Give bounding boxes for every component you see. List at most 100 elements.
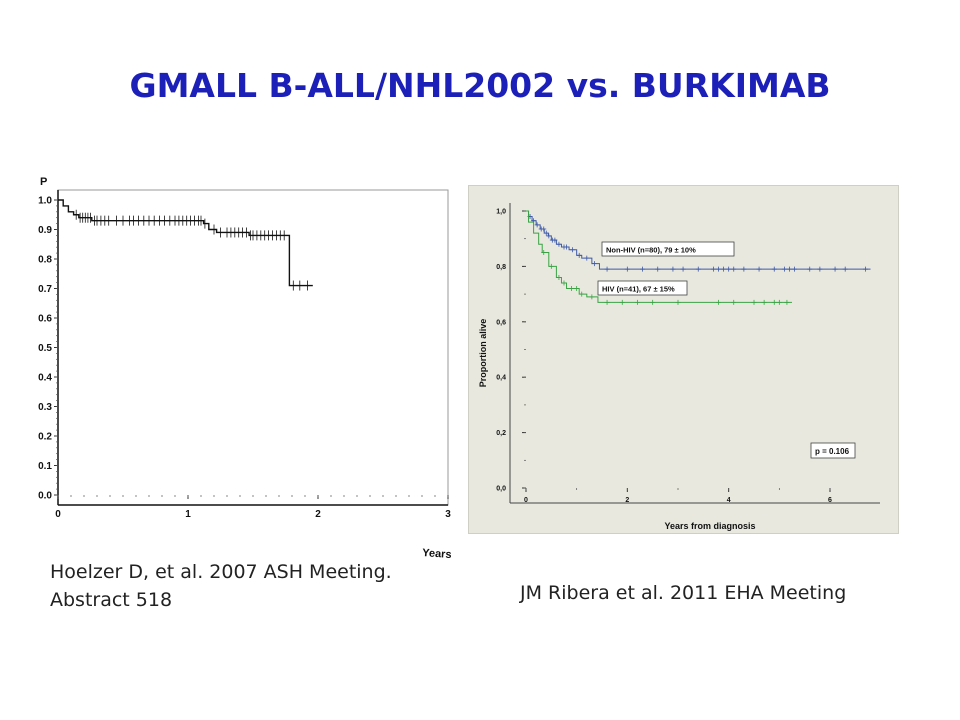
left-y-tick-label: 0.2: [38, 432, 52, 443]
right-series-1-censor-mark: [731, 299, 737, 305]
right-x-tick-label: 4: [727, 497, 731, 504]
right-series-0-censor-mark: [817, 266, 823, 272]
right-series-1-censor-mark: [574, 286, 580, 292]
right-x-tick-label: 6: [828, 497, 832, 504]
right-series-0-censor-mark: [862, 266, 868, 272]
left-y-tick-label: 0.1: [38, 461, 52, 472]
right-y-ticks: 0,0 0,2 0,4 0,6 0,8 1,0: [496, 208, 526, 492]
p-value-label: p = 0.106: [815, 447, 850, 456]
right-series-0-censor-mark: [756, 266, 762, 272]
kaplan-meier-chart-gmall: P Years 0.0 0.1 0.2 0.3 0.4 0.5 0.6 0.7 0.8 0.9 1.…: [38, 176, 452, 561]
right-x-axis-label: Years from diagnosis: [664, 521, 755, 531]
right-x-tick-label: 2: [625, 497, 629, 504]
right-series-0-censor-mark: [731, 266, 737, 272]
right-y-tick-label: 0,2: [496, 430, 506, 437]
left-series: [58, 199, 313, 291]
right-series-0-censor-mark: [716, 266, 722, 272]
right-series-1-censor-mark: [761, 299, 767, 305]
right-series-0-censor-mark: [680, 266, 686, 272]
kaplan-meier-chart-burkimab: Proportion alive Years from diagnosis 0,…: [468, 185, 899, 534]
left-y-tick-label: 0.3: [38, 402, 52, 413]
right-series-1-line: [526, 210, 792, 303]
right-series-0-censor-mark: [543, 230, 549, 236]
right-series-0-censor-mark: [552, 237, 558, 243]
legend-non-hiv: Non-HIV (n=80), 79 ± 10%: [601, 241, 735, 257]
right-series-1-censor-mark: [784, 299, 790, 305]
right-series: [526, 210, 871, 305]
right-series-0-censor-mark: [570, 247, 576, 253]
right-series-0-censor-mark: [564, 244, 570, 250]
right-series-1-censor-mark: [716, 299, 722, 305]
right-y-tick-label: 0,8: [496, 264, 506, 271]
right-series-1-censor-mark: [579, 291, 585, 297]
right-y-axis-label: Proportion alive: [478, 319, 488, 388]
left-y-ticks: 0.0 0.1 0.2 0.3 0.4 0.5 0.6 0.7 0.8 0.9 1.0: [38, 196, 58, 502]
right-series-0-censor-mark: [721, 266, 727, 272]
right-series-0-censor-mark: [534, 222, 540, 228]
right-series-1-censor-mark: [650, 299, 656, 305]
left-y-tick-label: 0.4: [38, 373, 52, 384]
p-value-annotation: p = 0.106: [810, 442, 856, 459]
right-series-1-censor-mark: [589, 294, 595, 300]
right-series-0-censor-mark: [640, 266, 646, 272]
left-x-tick-label: 2: [315, 509, 321, 520]
right-series-0-censor-mark: [741, 266, 747, 272]
right-series-1-censor-mark: [776, 299, 782, 305]
left-x-tick-label: 3: [445, 509, 451, 520]
left-y-tick-label: 0.6: [38, 314, 52, 325]
left-y-tick-label: 0.7: [38, 284, 52, 295]
right-series-1-censor-mark: [604, 299, 610, 305]
right-series-1-censor-mark: [751, 299, 757, 305]
right-series-0-censor-mark: [786, 266, 792, 272]
left-y-tick-label: 0.5: [38, 343, 52, 354]
right-series-0-censor-mark: [832, 266, 838, 272]
right-series-0-censor-mark: [710, 266, 716, 272]
left-x-tick-label: 1: [185, 509, 191, 520]
legend-non-hiv-label: Non-HIV (n=80), 79 ± 10%: [606, 246, 696, 255]
right-series-0-censor-mark: [655, 266, 661, 272]
right-series-0-censor-mark: [591, 261, 597, 267]
citation-left: Hoelzer D, et al. 2007 ASH Meeting. Abst…: [50, 558, 392, 614]
right-y-tick-label: 1,0: [496, 208, 506, 215]
right-series-1-censor-mark: [548, 263, 554, 269]
legend-non-hiv-box: [601, 241, 735, 257]
right-y-tick-label: 0,4: [496, 375, 506, 382]
right-y-tick-label: 0,6: [496, 319, 506, 326]
right-series-0-censor-mark: [771, 266, 777, 272]
right-series-0-censor-mark: [781, 266, 787, 272]
left-series-0-line: [58, 199, 313, 287]
right-series-0-censor-mark: [726, 266, 732, 272]
legend-hiv-label: HIV (n=41), 67 ± 15%: [602, 285, 675, 294]
right-series-0-censor-mark: [624, 266, 630, 272]
right-series-0-censor-mark: [584, 255, 590, 261]
right-y-tick-label: 0,0: [496, 485, 506, 492]
right-series-1-censor-mark: [619, 299, 625, 305]
right-series-0-censor-mark: [546, 233, 552, 239]
right-axes: Proportion alive Years from diagnosis: [478, 203, 880, 531]
right-series-0-censor-mark: [604, 266, 610, 272]
right-series-0-censor-mark: [792, 266, 798, 272]
right-series-0-censor-mark: [842, 266, 848, 272]
left-y-axis-label: P: [40, 176, 47, 188]
left-x-ticks: 0 1 2 3: [55, 495, 451, 520]
right-series-0-censor-mark: [670, 266, 676, 272]
right-series-1-censor-mark: [634, 299, 640, 305]
left-plot-frame: [57, 189, 449, 506]
left-y-tick-label: 0.0: [38, 491, 52, 502]
left-x-axis-label: Years: [422, 547, 452, 561]
citation-right: JM Ribera et al. 2011 EHA Meeting: [520, 582, 847, 604]
right-series-1-censor-mark: [541, 250, 547, 256]
right-series-1-censor-mark: [569, 286, 575, 292]
citation-left-line1: Hoelzer D, et al. 2007 ASH Meeting.: [50, 561, 392, 583]
p-value-box: [810, 442, 856, 459]
legend-hiv: HIV (n=41), 67 ± 15%: [597, 280, 688, 296]
right-series-0-censor-mark: [541, 226, 547, 232]
left-y-tick-label: 0.8: [38, 255, 52, 266]
right-series-1-censor-mark: [675, 299, 681, 305]
right-series-1-censor-mark: [556, 274, 562, 280]
left-axes: P Years: [40, 176, 452, 561]
right-series-0-censor-mark: [695, 266, 701, 272]
left-y-tick-label: 0.9: [38, 225, 52, 236]
right-series-0-censor-mark: [556, 241, 562, 247]
right-outer-frame: [468, 185, 899, 534]
